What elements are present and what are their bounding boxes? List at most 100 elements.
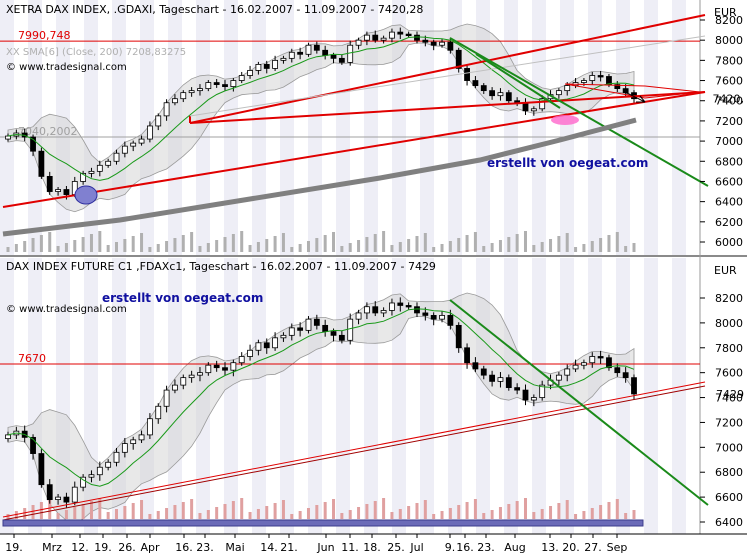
bottom-candle-body	[514, 387, 521, 391]
bottom-volume-bar	[498, 507, 502, 519]
top-volume-bar	[432, 247, 436, 252]
top-y-tick-label: 7600	[715, 75, 743, 88]
bottom-volume-bar	[281, 500, 285, 519]
bottom-support-line	[2, 381, 706, 518]
top-candle-body	[222, 84, 228, 87]
top-volume-bar	[81, 237, 85, 252]
bottom-volume-bar	[23, 508, 27, 519]
bottom-volume-bar	[624, 513, 628, 519]
top-y-tick-label: 6000	[715, 236, 743, 249]
top-volume-bar	[540, 242, 544, 252]
top-candle-body	[188, 90, 195, 94]
top-volume-bar	[457, 238, 461, 252]
bottom-support-line-2	[2, 385, 706, 521]
bottom-volume-bar	[190, 499, 194, 519]
bottom-volume-bar	[490, 510, 494, 519]
bottom-y-tick-label: 8200	[715, 292, 743, 305]
x-tick-label: Jul	[409, 541, 423, 554]
bottom-volume-bar	[332, 499, 336, 519]
bottom-candle-body	[197, 372, 203, 376]
bottom-candle-body	[146, 418, 153, 436]
bottom-source: © www.tradesignal.com	[6, 304, 127, 315]
x-tick-label: Mai	[225, 541, 244, 554]
bottom-volume-bar	[532, 512, 536, 519]
top-candle-body	[338, 57, 345, 63]
bottom-candle-body	[472, 362, 479, 370]
top-candle-body	[146, 125, 153, 140]
top-source: © www.tradesignal.com	[6, 62, 127, 73]
top-volume-bar	[215, 240, 219, 252]
bottom-candle-body	[581, 362, 587, 366]
bottom-candle-body	[46, 484, 53, 500]
top-candle-body	[30, 136, 36, 152]
top-y-tick-label: 8200	[715, 14, 743, 27]
bottom-volume-bar	[407, 506, 411, 519]
bottom-volume-bar	[457, 505, 461, 519]
top-volume-bar	[165, 241, 169, 252]
top-candle-body	[355, 39, 362, 46]
top-volume-bar	[473, 232, 477, 252]
bottom-candle-body	[155, 405, 162, 420]
top-y-tick-label: 7200	[715, 115, 743, 128]
top-candle-body	[489, 90, 496, 97]
top-candle-body	[322, 49, 329, 56]
x-tick-label: 19.	[94, 541, 112, 554]
top-volume-bar	[190, 232, 194, 252]
bottom-volume-bar	[64, 510, 68, 519]
bottom-volume-bar	[523, 498, 527, 519]
bottom-candle-body	[455, 324, 462, 349]
bottom-moving-average	[7, 308, 635, 487]
top-candle-body	[121, 145, 128, 154]
bottom-volume-bar	[115, 509, 119, 519]
bottom-candle-body	[489, 374, 496, 382]
top-candle-body	[230, 80, 237, 88]
top-volume-bar	[323, 235, 327, 252]
bottom-volume-bar	[574, 514, 578, 519]
bottom-volume-bar	[507, 504, 511, 519]
top-volume-bar	[465, 235, 469, 252]
bottom-volume-bar	[540, 509, 544, 519]
bottom-volume-bar	[290, 514, 294, 519]
top-candle-body	[606, 76, 612, 85]
top-volume-bar	[332, 232, 336, 252]
bottom-candle-body	[96, 466, 103, 476]
bottom-candle-body	[572, 364, 579, 370]
top-volume-bar	[89, 234, 93, 252]
top-volume-bar	[56, 246, 60, 252]
top-volume-bar	[415, 236, 419, 252]
bottom-volume-bar	[398, 509, 402, 519]
bottom-y-tick-label: 7200	[715, 416, 743, 429]
top-volume-bar	[615, 232, 619, 252]
top-candle-body	[205, 82, 212, 90]
bottom-annotation: erstellt von oegeat.com	[102, 291, 263, 305]
bottom-candle-body	[347, 318, 354, 341]
bottom-candle-body	[280, 334, 287, 339]
top-candle-body	[464, 68, 470, 81]
bottom-y-tick-label: 8000	[715, 317, 743, 330]
bottom-volume-bar	[31, 505, 35, 519]
top-y-tick-label: 6200	[715, 216, 743, 229]
bottom-volume-bar	[273, 503, 277, 519]
bottom-candle-body	[80, 476, 87, 488]
top-marker-circle	[74, 185, 98, 205]
top-mid-trend-line	[189, 91, 706, 124]
top-candle-body	[163, 102, 170, 117]
top-volume-bar	[106, 245, 110, 252]
bottom-candle-body	[539, 384, 546, 398]
bottom-candle-body	[113, 451, 120, 463]
top-candle-body	[313, 44, 320, 51]
bottom-y-axis: 6400 6600 6800 7000 7200 7400 7600 7800 8000 8200…	[700, 292, 744, 529]
bottom-candle-body	[63, 496, 70, 503]
bottom-volume-bar	[56, 513, 60, 519]
top-pink-marker	[551, 115, 579, 125]
top-volume-bar	[98, 231, 102, 252]
top-candle-body	[455, 49, 462, 69]
bottom-candle-body	[497, 377, 504, 382]
x-tick-label: Aug	[504, 541, 525, 554]
top-candle-body	[297, 51, 304, 55]
bottom-volume-bar	[231, 501, 235, 519]
top-volume-bar	[582, 244, 586, 252]
bottom-volume-bar	[382, 498, 386, 519]
top-volume-bar	[115, 242, 119, 252]
